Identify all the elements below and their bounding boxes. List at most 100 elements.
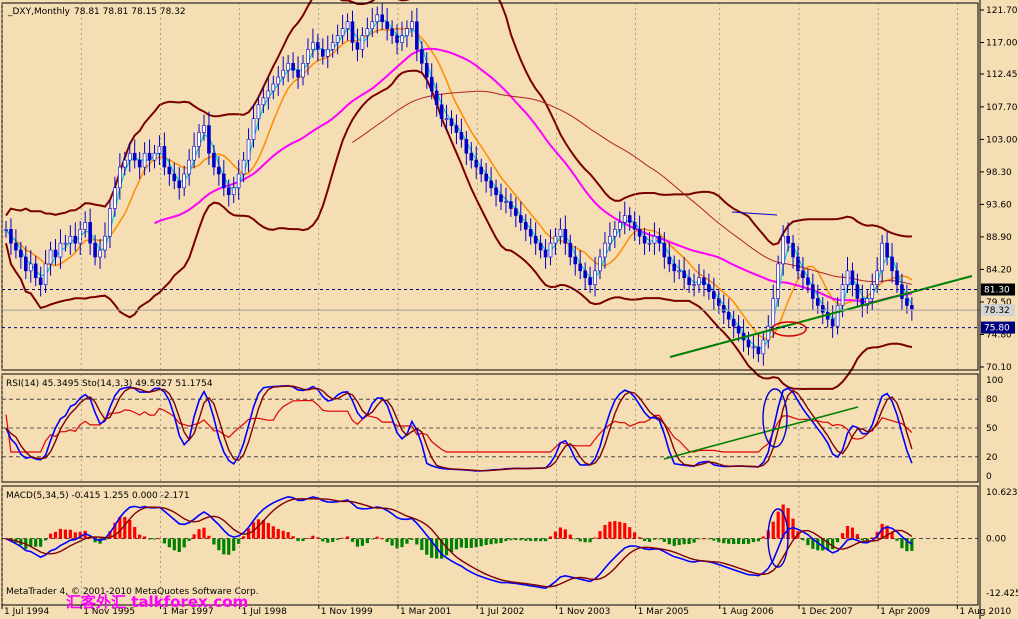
price-candle bbox=[716, 298, 721, 306]
pane-frame bbox=[1, 373, 979, 483]
macd-histogram-bar bbox=[237, 538, 241, 544]
macd-histogram-bar bbox=[44, 538, 48, 541]
macd-histogram-bar bbox=[454, 538, 459, 550]
price-candle bbox=[340, 28, 345, 36]
x-tick-label: 1 Jul 2002 bbox=[479, 607, 524, 617]
macd-histogram-bar bbox=[375, 536, 379, 539]
macd-histogram-bar bbox=[360, 538, 364, 546]
macd-histogram-bar bbox=[717, 538, 721, 543]
macd-histogram-bar bbox=[395, 538, 399, 549]
price-candle bbox=[746, 339, 751, 348]
macd-tick-label: 10.623 bbox=[986, 488, 1018, 498]
price-candle bbox=[667, 256, 672, 265]
price-candle bbox=[682, 270, 686, 279]
macd-histogram-bar bbox=[534, 538, 538, 542]
price-candle bbox=[261, 97, 266, 106]
price-candle bbox=[14, 242, 18, 251]
macd-histogram-bar bbox=[400, 538, 404, 548]
price-candle bbox=[207, 125, 211, 154]
price-candle bbox=[890, 256, 894, 272]
x-tick-label: 1 Mar 2001 bbox=[400, 607, 451, 617]
price-candle bbox=[127, 152, 132, 161]
macd-histogram-bar bbox=[836, 538, 840, 543]
macd-histogram-bar bbox=[48, 533, 53, 539]
macd-histogram-bar bbox=[464, 538, 468, 549]
price-pane bbox=[2, 0, 980, 391]
macd-histogram-bar bbox=[494, 538, 498, 544]
macd-histogram-bar bbox=[514, 538, 518, 541]
price-candle bbox=[459, 132, 464, 140]
macd-histogram-bar bbox=[113, 522, 117, 539]
price-candle bbox=[4, 229, 8, 231]
price-candle bbox=[608, 235, 612, 244]
macd-histogram-bar bbox=[152, 538, 157, 540]
price-candle bbox=[33, 263, 38, 279]
macd-histogram-bar bbox=[628, 527, 632, 539]
price-candle bbox=[108, 208, 112, 237]
price-candle bbox=[697, 277, 701, 285]
price-candle bbox=[355, 42, 360, 50]
macd-histogram-bar bbox=[172, 538, 176, 551]
price-candle bbox=[63, 242, 68, 245]
price-candle bbox=[766, 325, 771, 341]
price-candle bbox=[910, 305, 914, 310]
macd-histogram-bar bbox=[707, 538, 711, 540]
macd-histogram-bar bbox=[53, 531, 58, 539]
macd-histogram-bar bbox=[68, 529, 72, 539]
price-candle bbox=[222, 173, 226, 189]
macd-histogram-bar bbox=[256, 519, 261, 539]
price-candle bbox=[632, 222, 637, 230]
price-candle bbox=[880, 242, 884, 272]
macd-histogram-bar bbox=[618, 521, 622, 539]
macd-histogram-bar bbox=[727, 538, 731, 544]
macd-histogram-bar bbox=[440, 538, 444, 559]
price-candle bbox=[231, 187, 236, 196]
price-candle bbox=[217, 166, 221, 175]
macd-histogram-bar bbox=[29, 538, 33, 547]
price-candle bbox=[538, 242, 543, 251]
macd-histogram-bar bbox=[845, 525, 850, 539]
price-candle bbox=[726, 312, 731, 320]
x-tick-label: 1 Nov 2003 bbox=[558, 607, 610, 617]
x-tick-label: 1 Nov 1995 bbox=[83, 607, 135, 617]
price-candle bbox=[855, 284, 860, 299]
macd-histogram-bar bbox=[331, 538, 335, 542]
price-candle bbox=[617, 222, 622, 230]
price-candle bbox=[573, 256, 578, 265]
y-tick-label: 93.60 bbox=[986, 200, 1012, 210]
price-candle bbox=[113, 187, 117, 209]
macd-histogram-bar bbox=[138, 534, 142, 539]
macd-histogram-bar bbox=[672, 538, 676, 546]
price-candle bbox=[439, 104, 444, 119]
price-candle bbox=[613, 229, 617, 237]
rsi-highlight-ellipse bbox=[762, 388, 788, 448]
macd-histogram-bar bbox=[147, 538, 152, 540]
macd-histogram-bar bbox=[157, 538, 162, 540]
macd-histogram-bar bbox=[712, 538, 716, 541]
price-candle bbox=[806, 277, 810, 285]
price-candle bbox=[350, 21, 355, 43]
price-candle bbox=[132, 152, 137, 161]
macd-histogram-bar bbox=[578, 538, 582, 542]
macd-histogram-bar bbox=[341, 537, 345, 539]
macd-histogram-bar bbox=[355, 538, 360, 547]
macd-histogram-bar bbox=[529, 538, 533, 542]
price-candle bbox=[241, 159, 246, 175]
macd-histogram-bar bbox=[598, 531, 602, 539]
price-candle bbox=[157, 145, 162, 154]
price-candle bbox=[875, 270, 880, 285]
price-candle bbox=[796, 256, 800, 272]
macd-histogram-bar bbox=[410, 538, 414, 540]
price-candle bbox=[434, 90, 439, 106]
macd-histogram-bar bbox=[697, 538, 701, 540]
price-candle bbox=[296, 69, 300, 78]
pane-frame bbox=[1, 485, 979, 606]
price-marker-box bbox=[981, 283, 1015, 296]
macd-histogram-bar bbox=[524, 538, 528, 541]
price-candle bbox=[335, 35, 340, 43]
macd-histogram-bar bbox=[776, 511, 780, 539]
rsi-tick-label: 20 bbox=[986, 453, 998, 463]
macd-histogram-bar bbox=[786, 508, 790, 539]
price-candle bbox=[494, 187, 498, 196]
price-candle bbox=[88, 222, 92, 244]
